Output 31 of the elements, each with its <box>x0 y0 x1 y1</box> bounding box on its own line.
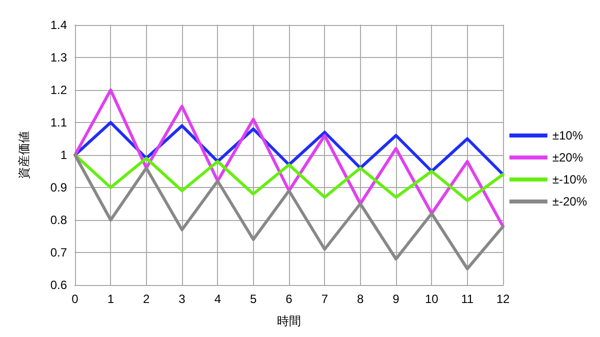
x-tick-label: 8 <box>356 292 364 306</box>
legend-label: ±20% <box>552 150 584 164</box>
x-tick-label: 0 <box>72 292 79 306</box>
x-tick-label: 2 <box>142 292 150 306</box>
x-axis-title: 時間 <box>277 314 301 328</box>
x-tick-label: 7 <box>321 292 328 306</box>
legend-label: ±-20% <box>552 194 588 208</box>
x-tick-label: 6 <box>286 292 293 306</box>
line-series <box>74 88 504 228</box>
y-tick-label: 1.1 <box>50 116 68 130</box>
legend-label: ±-10% <box>552 172 588 186</box>
x-tick-label: 11 <box>461 292 474 306</box>
line-series <box>74 154 504 270</box>
x-tick-label: 1 <box>107 292 114 306</box>
y-tick-label: 0.9 <box>50 180 68 194</box>
y-tick-label: 1.4 <box>50 18 68 32</box>
x-tick-label: 9 <box>392 292 400 306</box>
y-tick-label: 0.6 <box>50 278 68 292</box>
x-tick-label: 10 <box>424 292 439 306</box>
line-series <box>74 154 504 202</box>
y-tick-label: 0.7 <box>50 246 68 260</box>
x-tick-label: 4 <box>214 292 222 306</box>
y-tick-label: 1 <box>60 148 68 162</box>
legend-label: ±10% <box>552 128 584 142</box>
x-tick-label: 12 <box>496 292 510 306</box>
y-axis-title: 資産価値 <box>17 131 31 179</box>
y-tick-label: 1.3 <box>50 50 68 64</box>
y-tick-label: 0.8 <box>50 213 68 227</box>
y-tick-label: 1.2 <box>50 83 68 97</box>
x-tick-label: 3 <box>178 292 186 306</box>
x-tick-label: 5 <box>250 292 257 306</box>
